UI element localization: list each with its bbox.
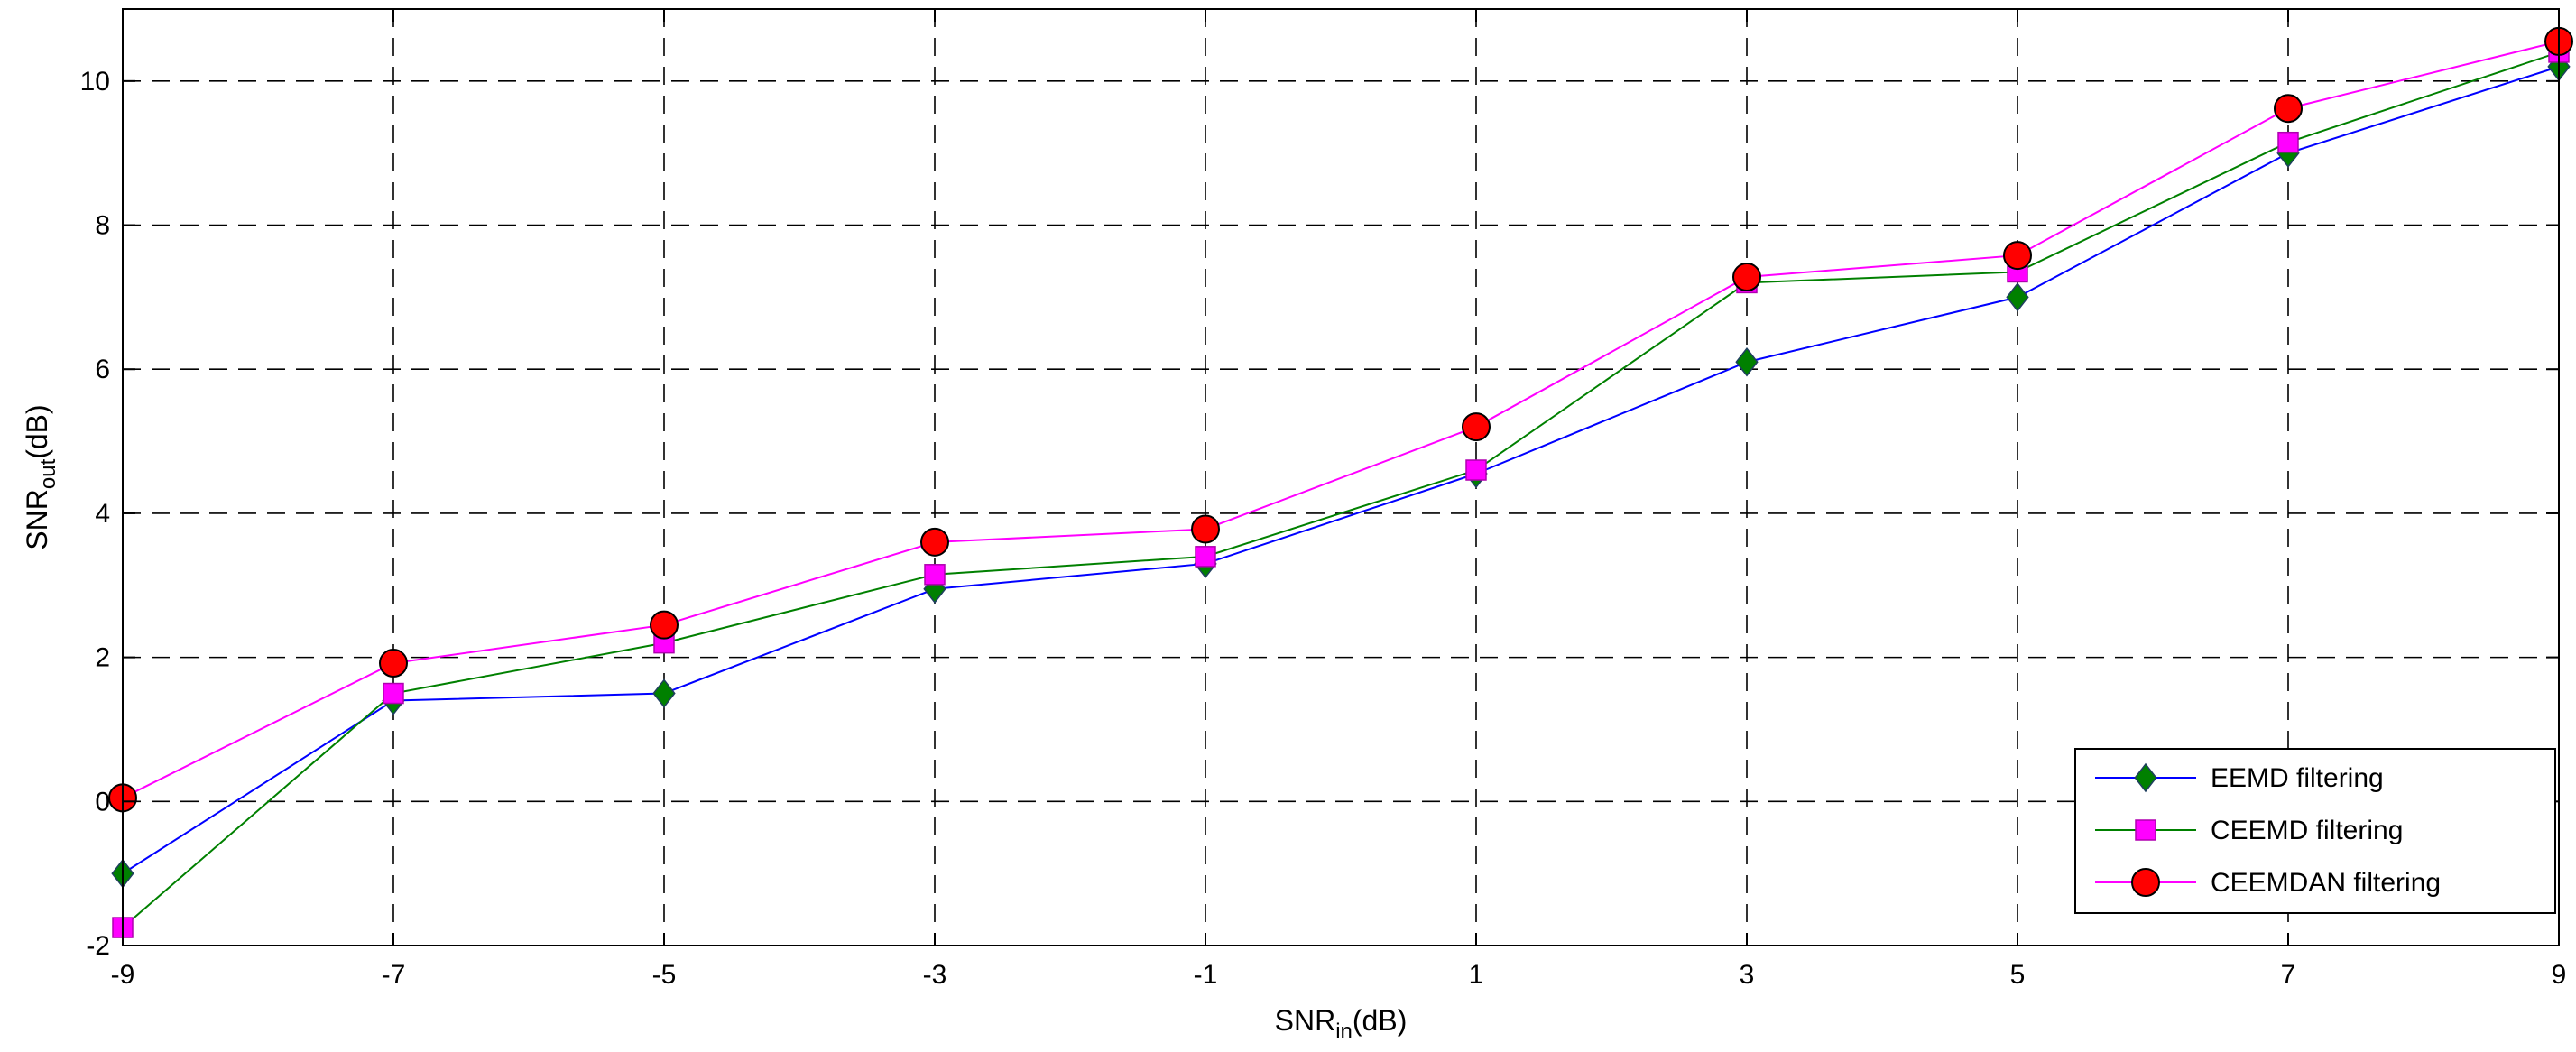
y-axis-label-main: SNR [21,489,53,550]
plot-frame [122,8,2560,946]
legend-marker-swatch [2135,819,2156,841]
y-tick-label: 6 [95,355,110,384]
legend: EEMD filtering CEEMD filtering CEEMDAN fil… [2074,748,2556,914]
legend-entries: EEMD filtering CEEMD filtering CEEMDAN fil… [2095,762,2441,898]
series-line-2 [122,51,2560,928]
y-axis-label: SNRout(dB) [21,404,60,549]
x-tick-label: 7 [2281,960,2296,990]
data-point-series-3 [379,649,408,678]
x-tick-label: 5 [2010,960,2026,990]
data-point-series-1 [2006,282,2029,312]
data-point-series-3 [2274,94,2303,124]
x-tick-label: -9 [111,960,135,990]
data-point-series-3 [650,610,679,640]
y-tick-label: 4 [95,499,110,529]
data-point-series-3 [2003,241,2032,271]
y-tick-label: 0 [95,787,110,817]
y-tick-label: 8 [95,211,110,241]
x-tick-label: 1 [1469,960,1484,990]
data-point-series-3 [1191,514,1220,544]
x-axis-label: SNRin(dB) [1275,1004,1408,1044]
data-point-series-2 [1195,546,1216,568]
legend-entry: CEEMDAN filtering [2095,868,2441,898]
legend-entry: EEMD filtering [2095,762,2384,793]
series-line-3 [122,40,2560,799]
data-point-series-3 [920,527,949,557]
x-tick-label: -5 [652,960,677,990]
y-axis-label-unit: (dB) [21,404,53,458]
data-point-series-2 [383,682,404,705]
x-tick-label: 3 [1740,960,1755,990]
data-point-series-2 [924,564,946,586]
y-tick-label: 10 [80,67,110,97]
y-axis-label-sub: out [36,458,60,489]
legend-label: CEEMDAN filtering [2211,868,2441,898]
legend-label: CEEMD filtering [2211,816,2403,845]
legend-marker-swatch [2131,868,2160,897]
series-markers [108,26,2573,938]
x-axis-label-main: SNR [1275,1004,1336,1037]
data-point-series-1 [652,678,676,708]
data-point-series-2 [1465,459,1487,481]
series-lines [122,40,2560,928]
x-tick-label: -1 [1194,960,1218,990]
data-point-series-2 [2277,131,2299,153]
series-line-1 [122,65,2560,874]
x-tick-label: -7 [382,960,406,990]
data-point-series-3 [1462,412,1491,442]
x-axis-label-unit: (dB) [1353,1004,1407,1037]
legend-marker-swatch [2134,762,2157,793]
y-tick-label: 2 [95,643,110,673]
x-tick-label: 9 [2552,960,2567,990]
data-point-series-3 [1732,263,1761,292]
x-axis-label-sub: in [1335,1020,1353,1044]
legend-entry: CEEMD filtering [2095,816,2403,845]
axis-ticks: -9 -7 -5 -3 -1 1 3 5 7 9 -2 0 2 4 6 8 10 [80,9,2567,990]
y-tick-label: -2 [86,931,110,961]
legend-label: EEMD filtering [2211,763,2384,793]
data-point-series-1 [1735,347,1759,377]
x-tick-label: -3 [923,960,947,990]
